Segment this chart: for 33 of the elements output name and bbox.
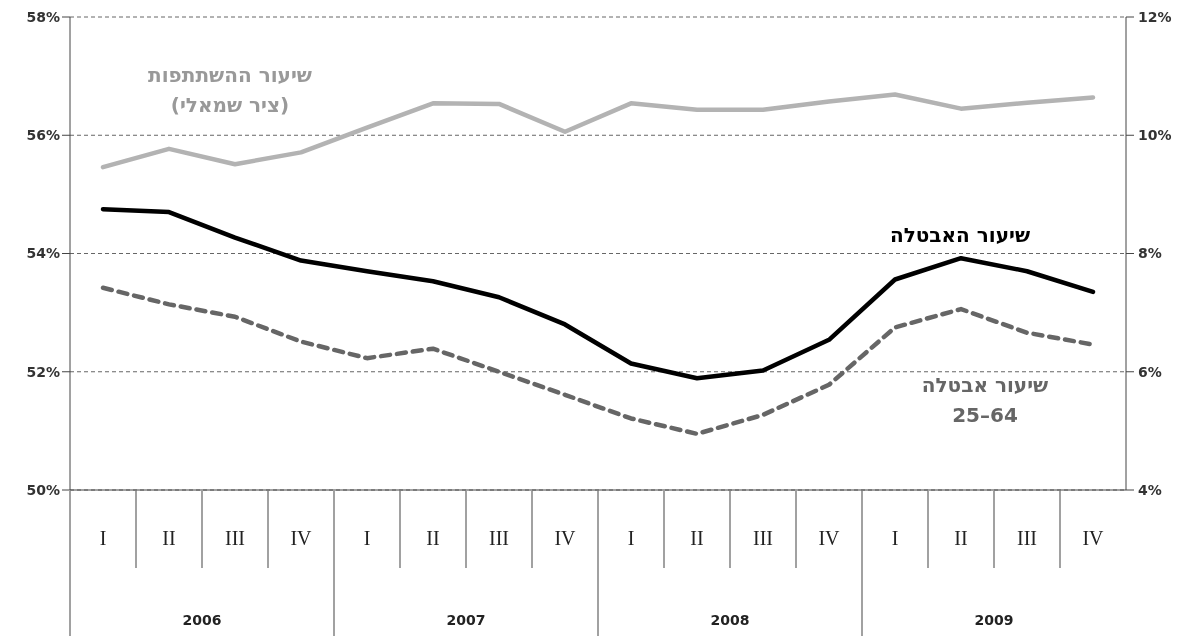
x-tick-label: III	[225, 527, 245, 549]
x-tick-label: II	[426, 527, 440, 549]
x-tick-label: III	[753, 527, 773, 549]
y-tick-label: 52%	[26, 363, 60, 380]
x-tick-label: I	[627, 527, 635, 549]
y2-tick-label: 4%	[1138, 481, 1162, 498]
text: 2008	[710, 612, 750, 628]
y2-tick-label: 10%	[1138, 127, 1172, 144]
x-tick-label: I	[363, 527, 371, 549]
text: 2007	[446, 612, 486, 628]
y-tick-label: 54%	[26, 245, 60, 262]
x-tick-label: I	[891, 527, 899, 549]
x-tick-label: IV	[554, 527, 577, 549]
y-tick-label: 50%	[26, 481, 60, 498]
series-label: שיעור ההשתתפות (ציר שמאלי)	[148, 63, 312, 117]
x-tick-label: II	[162, 527, 176, 549]
y-tick-label: 58%	[26, 8, 60, 25]
x-tick-label: IV	[818, 527, 841, 549]
x-tick-label: IV	[290, 527, 313, 549]
x-tick-label: III	[1017, 527, 1037, 549]
y-tick-label: 56%	[26, 127, 60, 144]
y2-tick-label: 12%	[1138, 8, 1172, 25]
x-tick-label: II	[690, 527, 704, 549]
x-tick-label: I	[99, 527, 107, 549]
y2-tick-label: 6%	[1138, 363, 1162, 380]
series-label: שיעור האבטלה	[889, 223, 1031, 247]
line-series	[100, 92, 1096, 170]
x-tick-label: IV	[1082, 527, 1105, 549]
x-tick-label: II	[954, 527, 968, 549]
x-tick-label: III	[489, 527, 509, 549]
text: 2006	[182, 612, 222, 628]
y2-tick-label: 8%	[1138, 245, 1162, 262]
text: 2009	[974, 612, 1014, 628]
